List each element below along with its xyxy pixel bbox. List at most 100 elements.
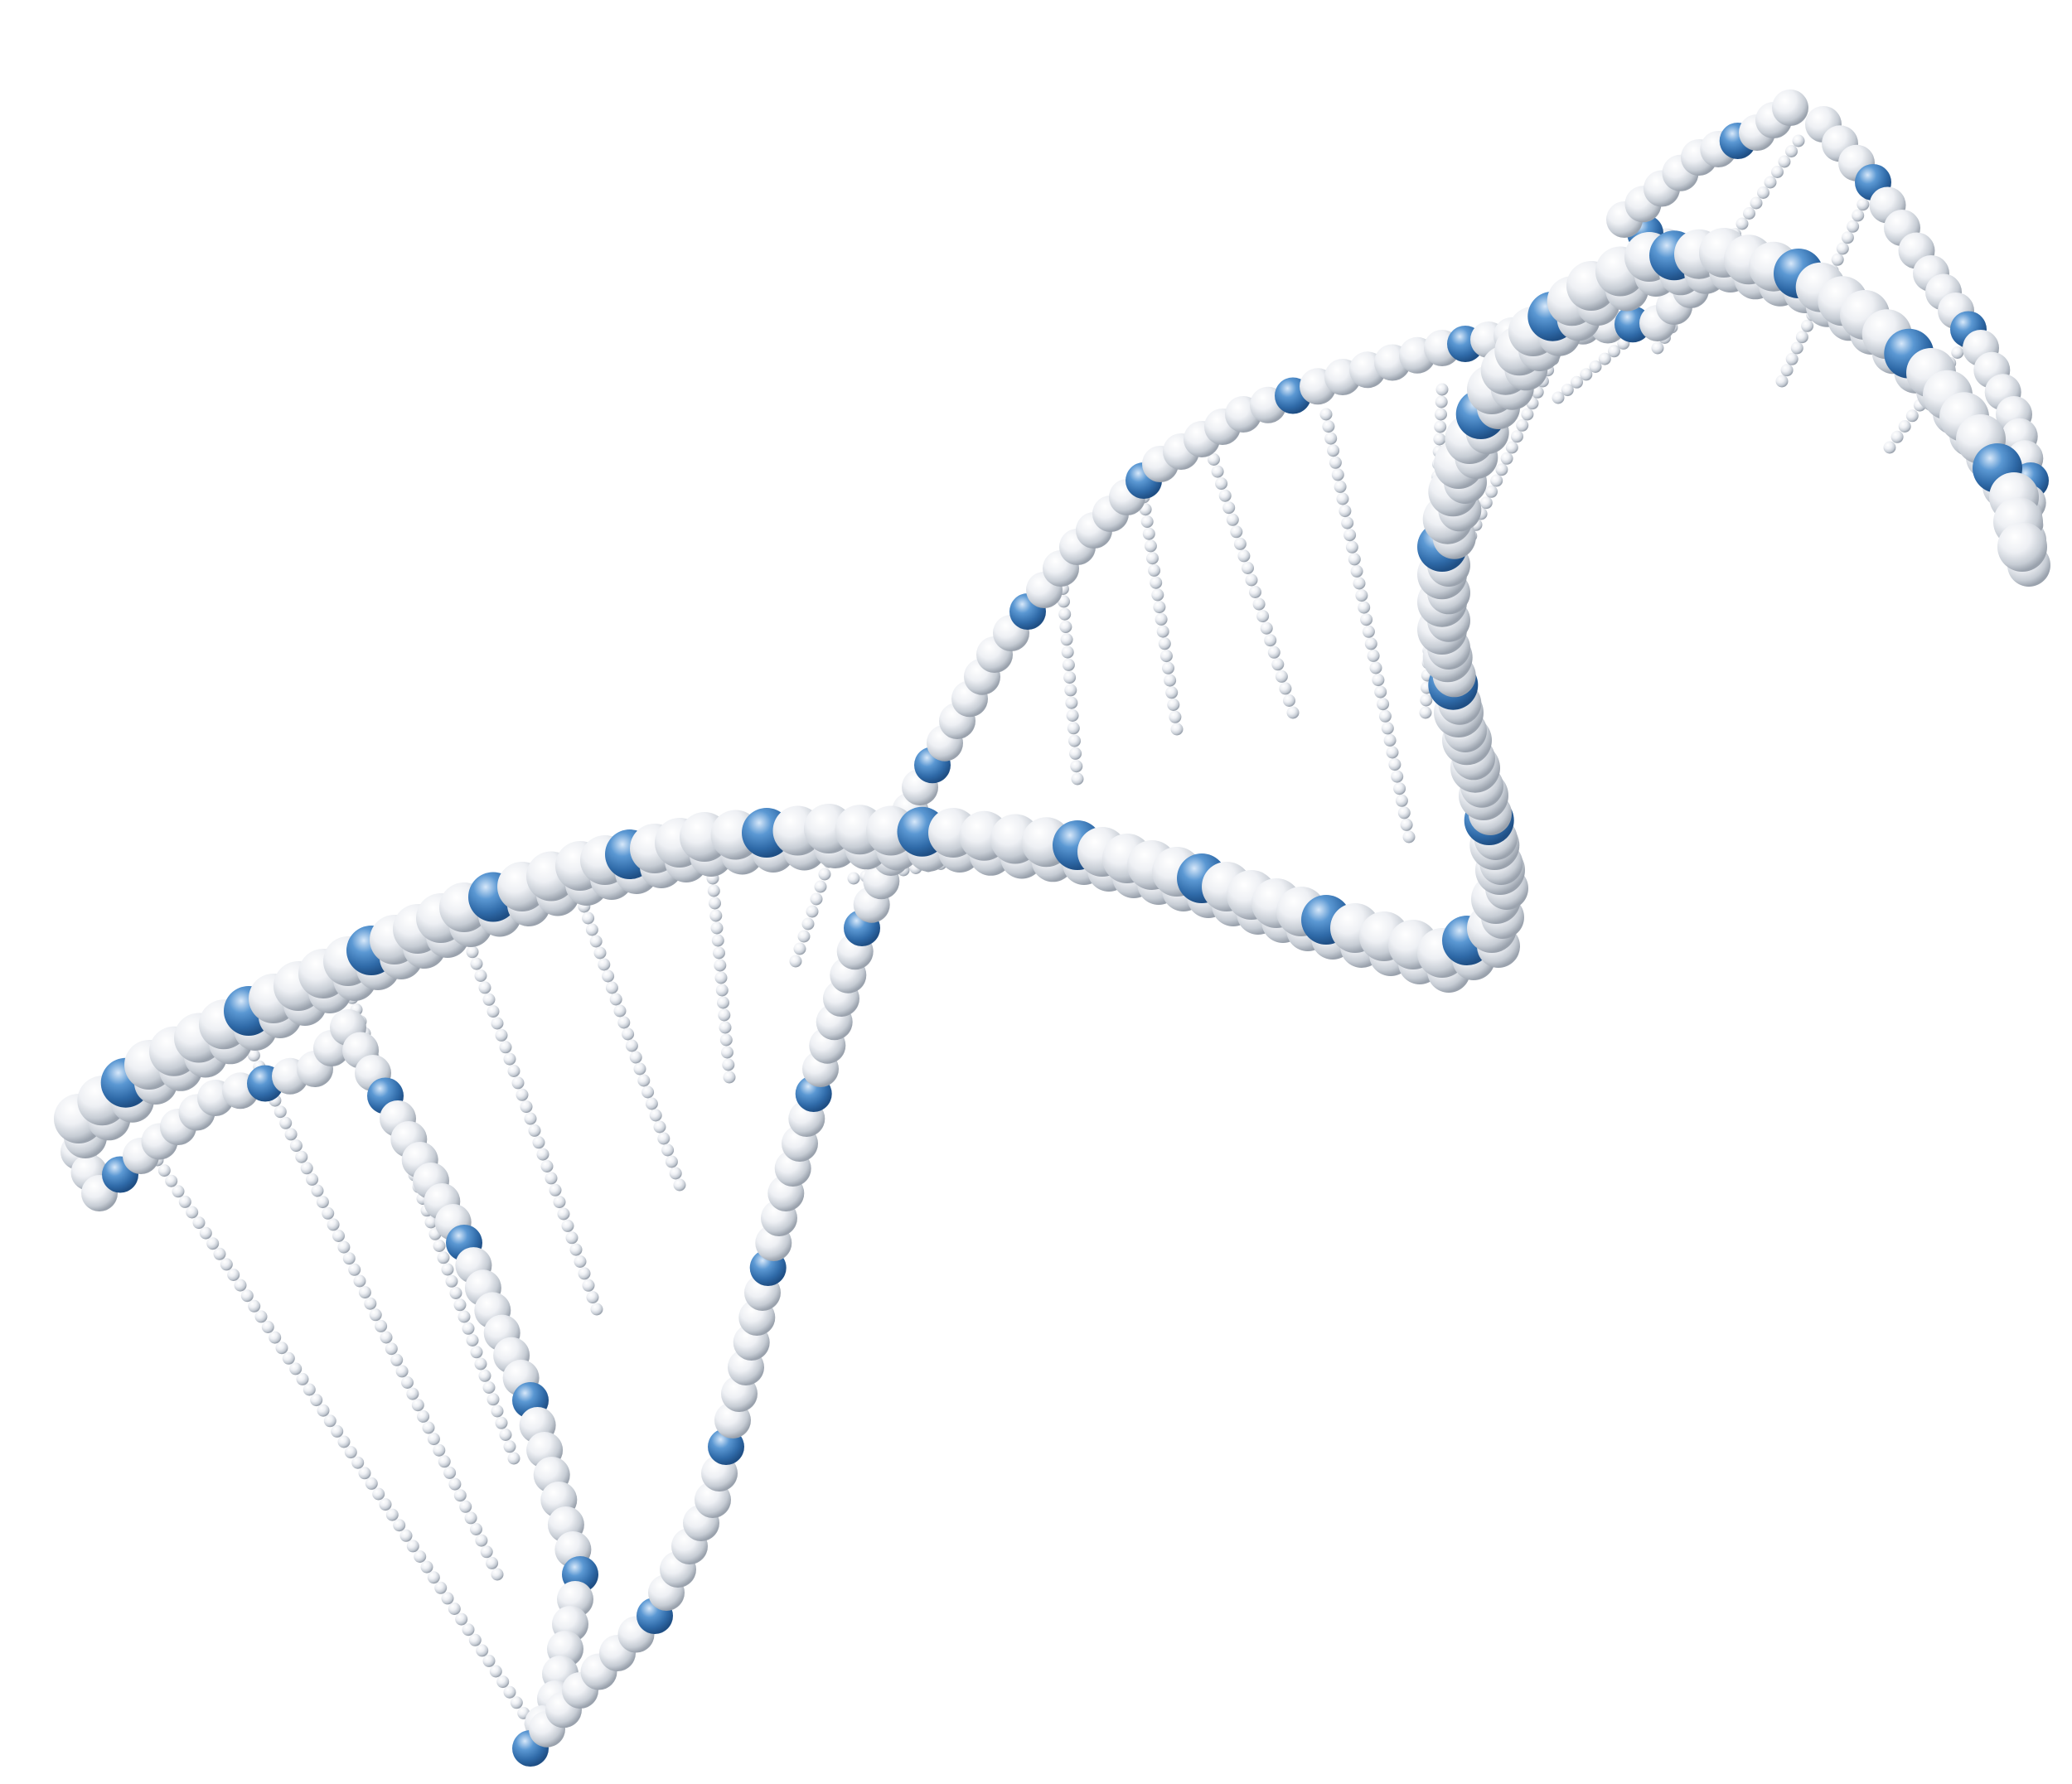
white-bead (1580, 368, 1593, 381)
white-bead (279, 1116, 293, 1129)
white-bead (622, 1027, 635, 1041)
white-bead (503, 1052, 516, 1066)
white-bead (847, 872, 860, 885)
white-bead (296, 1372, 309, 1385)
white-bead (1256, 610, 1270, 623)
white-bead (1233, 537, 1247, 550)
white-bead (482, 1381, 496, 1394)
white-bead (1355, 589, 1368, 602)
white-bead (1222, 501, 1236, 515)
white-bead (1324, 432, 1338, 445)
white-bead (718, 1008, 731, 1022)
white-bead (337, 1435, 351, 1448)
white-bead (1433, 433, 1446, 446)
white-bead (470, 957, 483, 970)
white-bead (261, 1321, 274, 1333)
white-bead (1242, 562, 1254, 574)
white-bead (1331, 468, 1344, 481)
white-bead (385, 1508, 399, 1521)
white-bead (1151, 588, 1164, 602)
white-bead (1140, 515, 1154, 528)
white-bead (1419, 706, 1432, 719)
white-bead (459, 1500, 472, 1513)
white-bead (723, 1071, 736, 1084)
white-bead (449, 1287, 462, 1299)
white-bead (1391, 770, 1404, 783)
white-bead (1267, 645, 1280, 659)
white-bead (503, 1685, 516, 1699)
white-bead (669, 1167, 682, 1180)
white-bead (1951, 346, 1964, 359)
white-bead (1275, 670, 1288, 683)
white-bead (157, 1164, 171, 1177)
white-bead (602, 969, 615, 983)
white-bead (1350, 564, 1363, 578)
white-bead (1156, 625, 1169, 638)
white-bead (1372, 674, 1385, 687)
white-bead (466, 945, 479, 959)
white-bead (1264, 634, 1277, 647)
white-bead (1435, 408, 1447, 421)
backbone-strand-back (61, 89, 2049, 1767)
white-bead (369, 1308, 382, 1322)
white-bead (406, 1387, 419, 1400)
white-bead (220, 1258, 233, 1271)
white-bead (549, 1183, 562, 1197)
white-bead (1068, 734, 1081, 747)
white-bead (1215, 477, 1228, 491)
white-bead (719, 1033, 733, 1047)
white-bead (1388, 758, 1402, 771)
white-bead (342, 1252, 356, 1265)
white-bead (665, 1155, 678, 1168)
white-bead (1495, 463, 1508, 476)
white-bead (206, 1237, 220, 1250)
white-bead (1067, 722, 1080, 735)
white-bead (1847, 220, 1860, 233)
white-bead (448, 1477, 462, 1491)
white-bead (462, 1322, 475, 1335)
white-bead (1060, 633, 1073, 646)
white-bead (487, 1005, 500, 1018)
white-bead (714, 971, 728, 984)
white-bead (227, 1269, 240, 1281)
white-bead (806, 905, 819, 918)
white-bead (801, 917, 815, 931)
white-bead (474, 969, 487, 982)
white-bead (532, 1136, 545, 1149)
white-bead (524, 1112, 537, 1125)
white-bead (1218, 489, 1232, 502)
white-bead (540, 1160, 554, 1172)
white-bead (462, 1623, 475, 1637)
white-bead (1360, 613, 1373, 626)
white-bead (593, 946, 607, 960)
white-bead (332, 1230, 345, 1242)
white-bead (1058, 607, 1072, 621)
white-bead (327, 1218, 340, 1231)
white-bead (365, 1477, 378, 1490)
white-bead (1831, 253, 1844, 266)
white-bead (1750, 196, 1763, 210)
white-bead (710, 921, 724, 935)
white-bead (1071, 772, 1084, 786)
white-bead (1345, 540, 1358, 554)
white-bead (511, 1076, 525, 1090)
white-bead (1757, 186, 1769, 199)
white-bead (1334, 480, 1347, 493)
white-bead (1736, 217, 1749, 230)
white-bead (1064, 684, 1077, 697)
white-bead (1505, 441, 1518, 454)
white-bead (274, 1105, 287, 1119)
white-bead (364, 1297, 377, 1310)
white-bead (565, 1231, 579, 1245)
white-bead (793, 942, 806, 955)
white-bead (284, 1128, 298, 1141)
white-bead (499, 1429, 512, 1441)
white-bead (1743, 207, 1755, 220)
white-bead (719, 1021, 732, 1034)
white-bead (536, 1148, 549, 1161)
white-bead (375, 1319, 388, 1332)
white-bead (1792, 134, 1805, 147)
white-bead (1589, 360, 1602, 373)
white-bead (633, 1062, 646, 1076)
white-bead (1883, 441, 1896, 454)
